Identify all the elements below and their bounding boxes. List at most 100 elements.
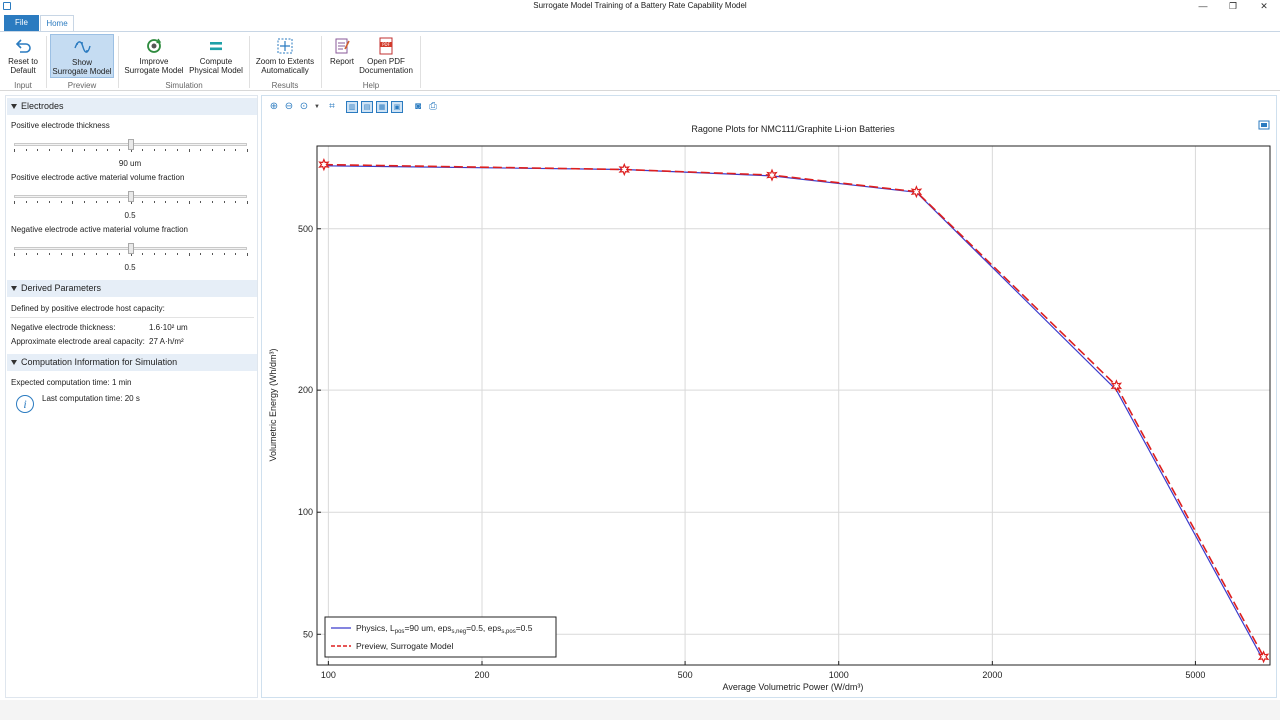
slider-tick xyxy=(107,201,109,203)
status-bar xyxy=(0,700,1280,720)
close-button[interactable]: ✕ xyxy=(1260,1,1268,11)
slider-tick xyxy=(153,253,155,255)
slider-tick xyxy=(118,149,120,151)
slider-tick xyxy=(37,201,39,203)
reset-to-default-button[interactable]: Reset to Default xyxy=(4,34,42,78)
slider-tick xyxy=(235,149,237,151)
slider-tick xyxy=(48,201,50,203)
section-derived-header[interactable]: Derived Parameters xyxy=(7,280,257,297)
ribbon-separator xyxy=(249,36,250,88)
slider-tick xyxy=(37,149,39,151)
slider-tick xyxy=(235,201,237,203)
minimize-button[interactable]: — xyxy=(1198,1,1208,11)
areal-capacity-label: Approximate electrode areal capacity: xyxy=(11,337,145,346)
legend-icon[interactable]: ▣ xyxy=(391,101,403,113)
slider-tick xyxy=(72,201,74,204)
neg-fraction-label: Negative electrode active material volum… xyxy=(11,225,188,234)
slider-tick xyxy=(200,253,202,255)
slider-tick xyxy=(14,149,15,152)
slider-thumb[interactable] xyxy=(127,243,134,254)
slider-thumb[interactable] xyxy=(127,191,134,202)
slider-ticks xyxy=(14,201,248,205)
zoom-box-icon[interactable]: ⊙ xyxy=(299,101,309,112)
ribbon: Reset to Default Input Show Surrogate Mo… xyxy=(0,31,1280,91)
info-icon: i xyxy=(16,395,34,413)
expected-time-text: Expected computation time: 1 min xyxy=(11,378,132,387)
slider-tick xyxy=(118,201,120,203)
neg-fraction-slider[interactable] xyxy=(14,243,248,256)
divider xyxy=(10,317,254,318)
axis-y-icon[interactable]: ▤ xyxy=(361,101,373,113)
print-icon[interactable]: ⎙ xyxy=(429,101,437,112)
show-surrogate-model-button[interactable]: Show Surrogate Model xyxy=(50,34,114,78)
collapse-triangle-icon xyxy=(11,286,17,291)
slider-tick xyxy=(188,149,190,152)
slider-tick xyxy=(177,201,179,203)
slider-tick xyxy=(247,149,248,152)
slider-tick xyxy=(60,149,62,151)
slider-tick xyxy=(223,253,225,255)
slider-tick xyxy=(25,253,27,255)
surrogate-curve-icon xyxy=(74,41,91,53)
ribbon-separator xyxy=(321,36,322,88)
defined-by-text: Defined by positive electrode host capac… xyxy=(11,304,165,313)
group-preview-label: Preview xyxy=(67,81,97,90)
slider-tick xyxy=(25,149,27,151)
slider-tick xyxy=(153,149,155,151)
group-simulation-label: Simulation xyxy=(165,81,203,90)
tab-home[interactable]: Home xyxy=(40,15,74,31)
undo-arrow-icon xyxy=(15,39,31,53)
thickness-label: Positive electrode thickness xyxy=(11,121,110,130)
title-bar: Surrogate Model Training of a Battery Ra… xyxy=(0,0,1280,14)
improve-label-2: Surrogate Model xyxy=(124,66,184,75)
slider-tick xyxy=(72,253,74,256)
slider-tick xyxy=(37,253,39,255)
chevron-down-icon[interactable]: ▼ xyxy=(314,104,320,110)
slider-tick xyxy=(142,253,144,255)
grid-icon[interactable]: ▦ xyxy=(376,101,388,113)
section-title: Derived Parameters xyxy=(21,283,102,293)
tab-file[interactable]: File xyxy=(4,15,39,31)
pos-fraction-slider[interactable] xyxy=(14,191,248,205)
slider-tick xyxy=(177,253,179,255)
compute-physical-model-button[interactable]: Compute Physical Model xyxy=(187,34,245,78)
axis-x-icon[interactable]: ▥ xyxy=(346,101,358,113)
zoom-to-extents-button[interactable]: Zoom to Extents Automatically xyxy=(254,34,316,78)
camera-icon[interactable]: ◙ xyxy=(414,101,422,112)
zoom-in-icon[interactable]: ⊕ xyxy=(269,101,279,112)
slider-tick xyxy=(165,201,167,203)
ribbon-tabs: File Home xyxy=(0,15,1280,31)
section-electrodes-header[interactable]: Electrodes xyxy=(7,98,257,115)
slider-tick xyxy=(14,201,15,204)
zoom-extents-icon[interactable]: ⌗ xyxy=(329,101,335,112)
section-computation-header[interactable]: Computation Information for Simulation xyxy=(7,354,257,371)
section-title: Electrodes xyxy=(21,101,64,111)
ribbon-separator xyxy=(46,36,47,88)
slider-thumb[interactable] xyxy=(127,139,134,150)
show-label-1: Show xyxy=(71,58,92,67)
zoom-label-2: Automatically xyxy=(261,66,309,75)
slider-tick xyxy=(60,201,62,203)
slider-tick xyxy=(25,201,27,203)
slider-tick xyxy=(223,149,225,151)
slider-tick xyxy=(212,149,214,151)
slider-tick xyxy=(188,253,190,256)
improve-surrogate-model-button[interactable]: Improve Surrogate Model xyxy=(123,34,185,78)
pos-fraction-value: 0.5 xyxy=(124,211,136,220)
zoom-label-1: Zoom to Extents xyxy=(255,57,315,66)
restore-button[interactable]: ❐ xyxy=(1228,1,1238,11)
settings-panel: Electrodes Positive electrode thickness … xyxy=(5,95,258,698)
collapse-triangle-icon xyxy=(11,104,17,109)
slider-tick xyxy=(83,253,85,255)
thickness-slider[interactable] xyxy=(14,139,248,152)
pdf-file-icon: PDF xyxy=(379,37,393,55)
ribbon-separator xyxy=(420,36,421,88)
report-button[interactable]: Report xyxy=(326,34,358,78)
neg-fraction-value: 0.5 xyxy=(124,263,136,272)
zoom-out-icon[interactable]: ⊖ xyxy=(284,101,294,112)
open-pdf-documentation-button[interactable]: PDF Open PDF Documentation xyxy=(358,34,414,78)
slider-tick xyxy=(200,201,202,203)
slider-tick xyxy=(72,149,74,152)
slider-tick xyxy=(212,253,214,255)
pdf-label-2: Documentation xyxy=(359,66,413,75)
